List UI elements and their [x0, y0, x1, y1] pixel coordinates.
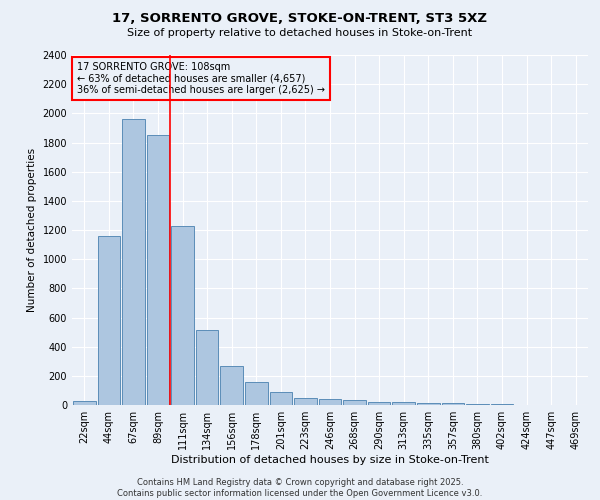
Bar: [417, 403, 440, 405]
Bar: [196, 330, 218, 405]
Bar: [343, 400, 366, 405]
Text: 17 SORRENTO GROVE: 108sqm
← 63% of detached houses are smaller (4,657)
36% of se: 17 SORRENTO GROVE: 108sqm ← 63% of detac…: [77, 62, 325, 95]
Bar: [368, 402, 391, 405]
Bar: [220, 366, 243, 405]
Text: Contains HM Land Registry data © Crown copyright and database right 2025.
Contai: Contains HM Land Registry data © Crown c…: [118, 478, 482, 498]
Text: 17, SORRENTO GROVE, STOKE-ON-TRENT, ST3 5XZ: 17, SORRENTO GROVE, STOKE-ON-TRENT, ST3 …: [113, 12, 487, 26]
Bar: [122, 119, 145, 405]
Bar: [319, 399, 341, 405]
Bar: [171, 226, 194, 405]
Bar: [442, 403, 464, 405]
Bar: [245, 382, 268, 405]
X-axis label: Distribution of detached houses by size in Stoke-on-Trent: Distribution of detached houses by size …: [171, 455, 489, 465]
Text: Size of property relative to detached houses in Stoke-on-Trent: Size of property relative to detached ho…: [127, 28, 473, 38]
Bar: [98, 236, 120, 405]
Y-axis label: Number of detached properties: Number of detached properties: [27, 148, 37, 312]
Bar: [269, 392, 292, 405]
Bar: [73, 402, 95, 405]
Bar: [466, 404, 489, 405]
Bar: [392, 402, 415, 405]
Bar: [491, 404, 514, 405]
Bar: [146, 135, 169, 405]
Bar: [294, 398, 317, 405]
